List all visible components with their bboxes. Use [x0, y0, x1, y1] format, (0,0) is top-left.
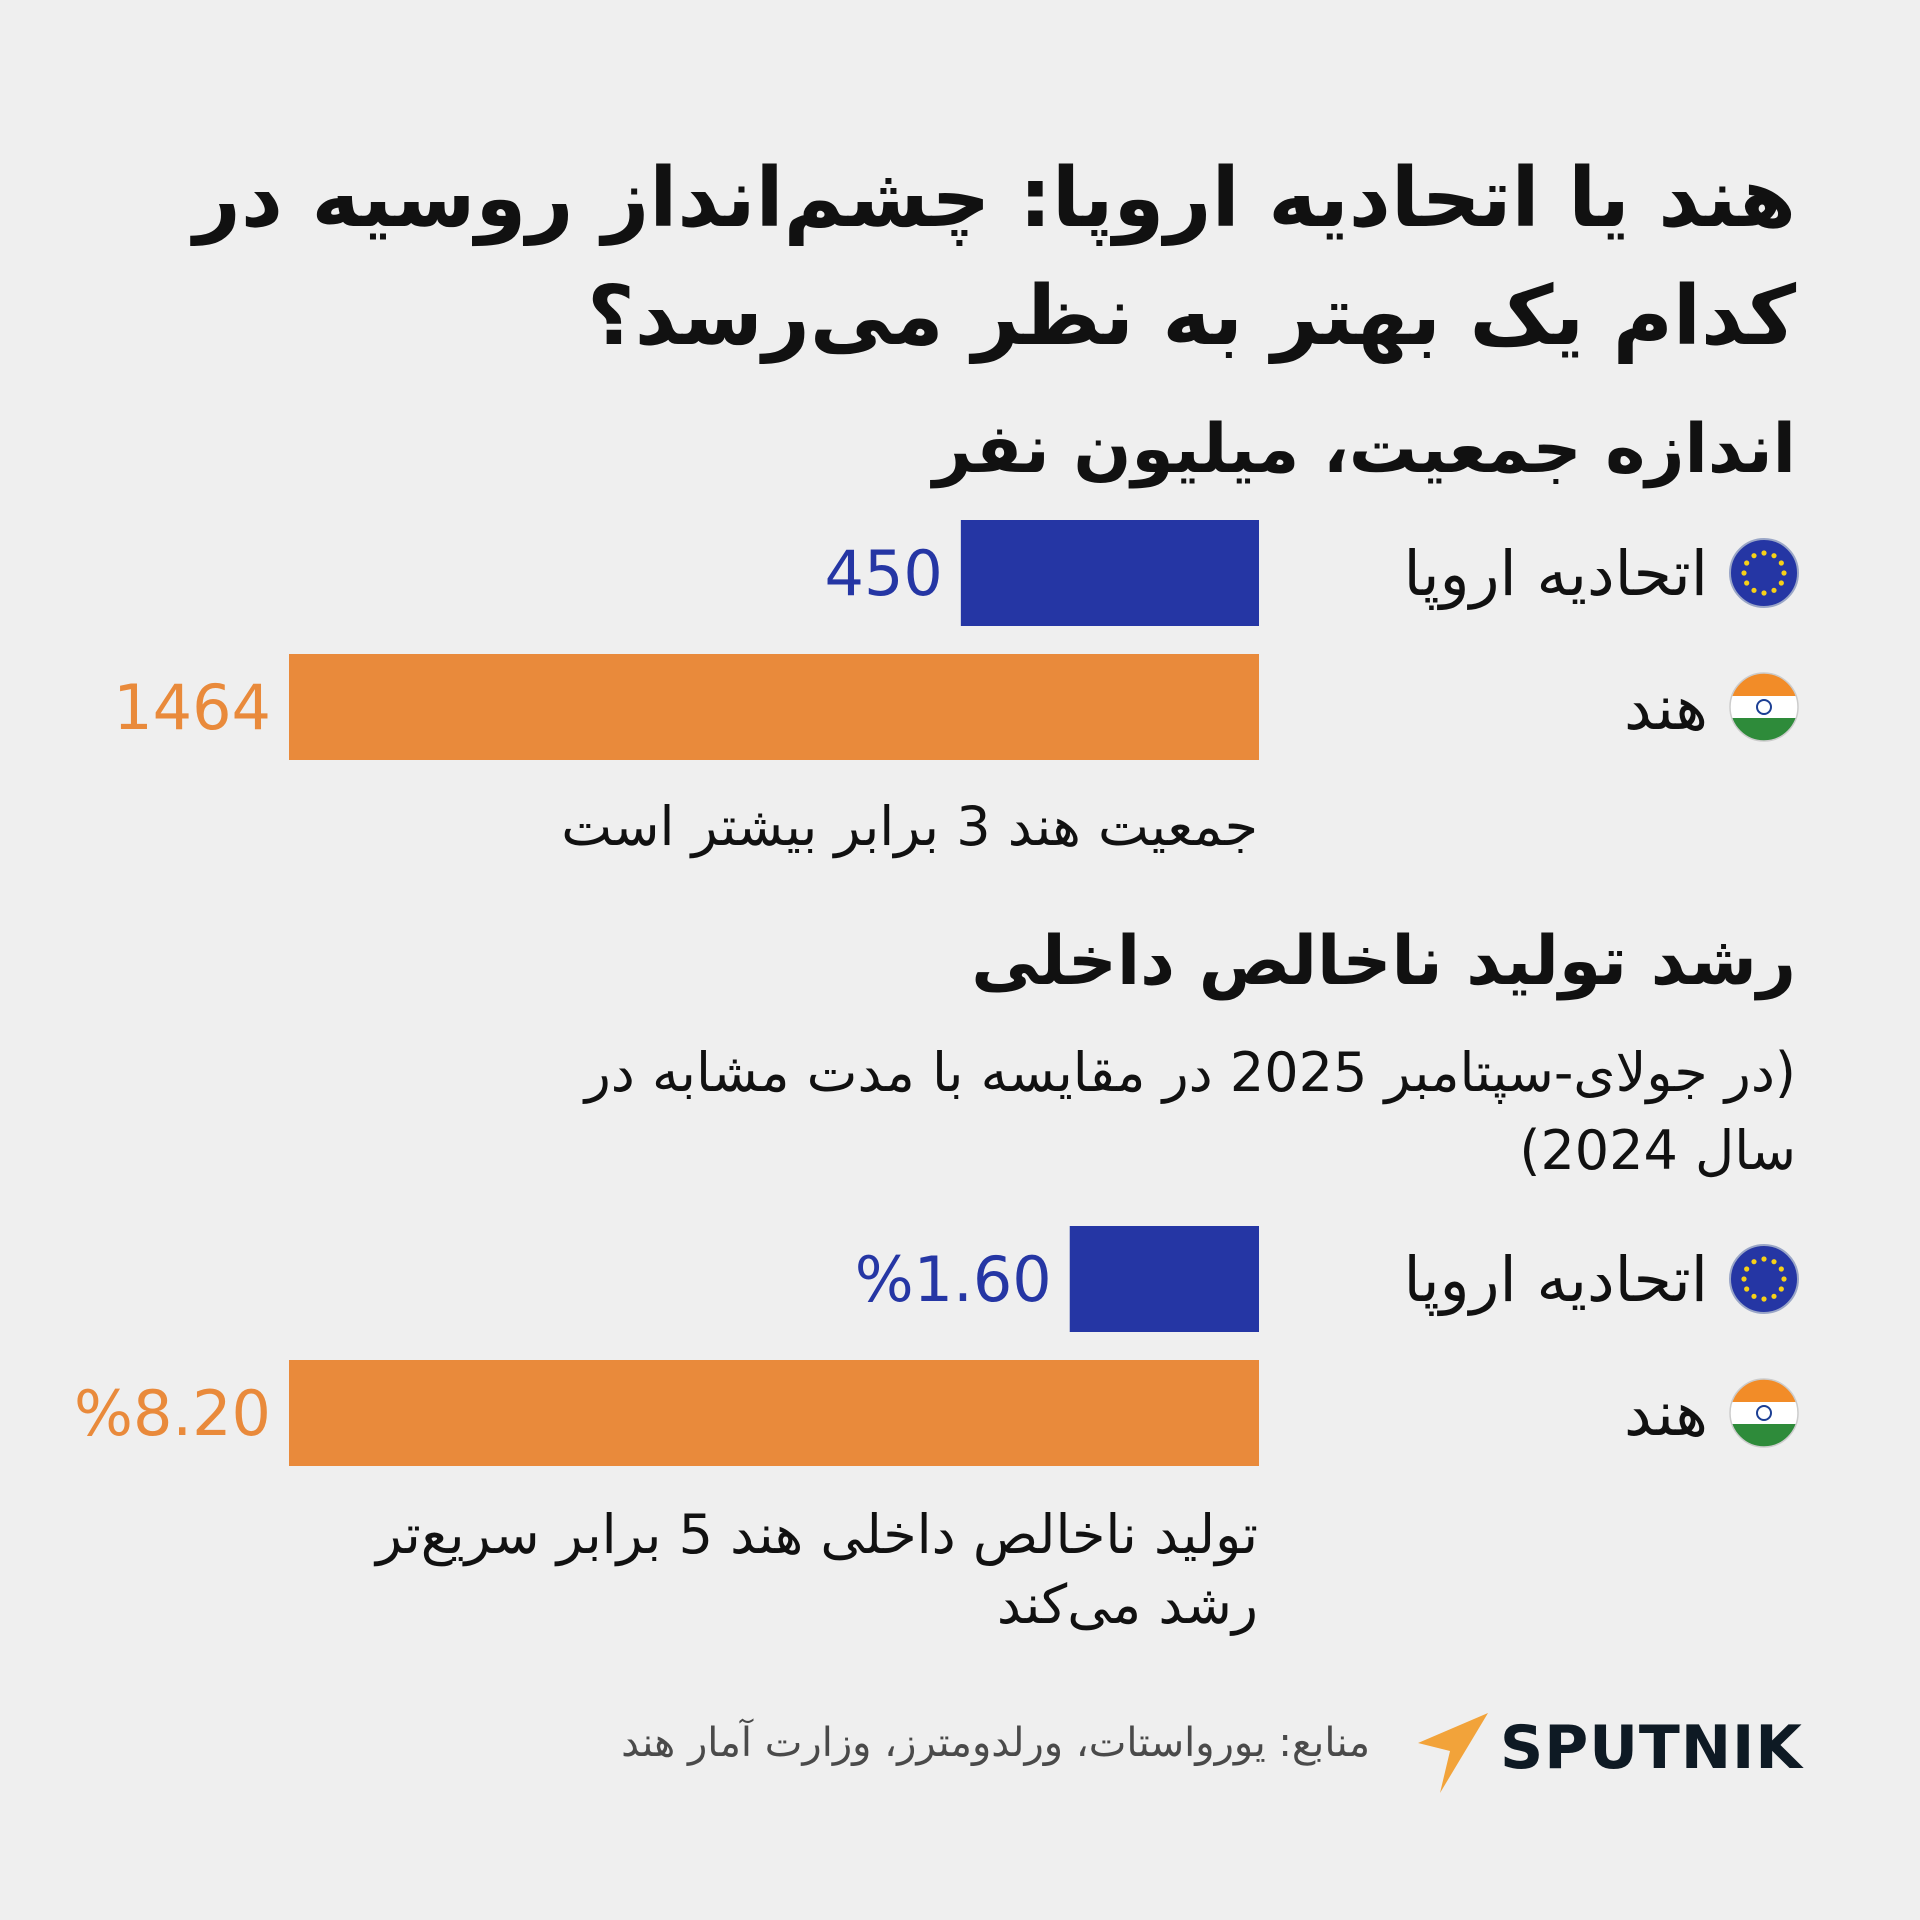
- category-label: اتحادیه اروپا: [1404, 1243, 1708, 1316]
- bar-value-label: %8.20: [74, 1377, 271, 1450]
- source-text: منابع: یورواستات، ورلدومترز، وزارت آمار …: [621, 1720, 1370, 1766]
- page-title: هند یا اتحادیه اروپا: چشم‌انداز روسیه در…: [193, 151, 1796, 364]
- bar-india: [289, 654, 1259, 760]
- india-flag-icon: [1729, 672, 1799, 742]
- chart-2-title: رشد تولید ناخالص داخلی: [971, 922, 1796, 1001]
- bar-value-label: %1.60: [855, 1243, 1052, 1316]
- category-label: هند: [1624, 1377, 1708, 1450]
- eu-flag-icon: [1729, 1244, 1799, 1314]
- bar-eu: [1069, 1226, 1259, 1332]
- bar-value-label: 1464: [113, 671, 271, 744]
- india-flag-icon: [1729, 1378, 1799, 1448]
- chart-2-subtitle: (در جولای-سپتامبر 2025 در مقایسه با مدت …: [584, 1041, 1796, 1182]
- category-label: اتحادیه اروپا: [1404, 537, 1708, 610]
- bar-eu: [960, 520, 1259, 626]
- brand-name: SPUTNIK: [1500, 1713, 1803, 1783]
- chart-1-title: اندازه جمعیت، میلیون نفر: [932, 410, 1796, 489]
- bar-value-label: 450: [825, 537, 943, 610]
- chart-1-note: جمعیت هند 3 برابر بیشتر است: [561, 795, 1258, 858]
- bar-india: [289, 1360, 1259, 1466]
- population-chart: 450 اتحادیه اروپا 1464 هند: [113, 520, 1799, 760]
- chart-2-note: تولید ناخالص داخلی هند 5 برابر سریع‌تر ر…: [375, 1503, 1258, 1636]
- sputnik-arrow-icon: [1418, 1713, 1488, 1793]
- category-label: هند: [1624, 671, 1708, 744]
- eu-flag-icon: [1729, 538, 1799, 608]
- sputnik-logo[interactable]: SPUTNIK: [1410, 1705, 1810, 1795]
- gdp-growth-chart: %1.60 اتحادیه اروپا %8.20 هند: [74, 1226, 1799, 1466]
